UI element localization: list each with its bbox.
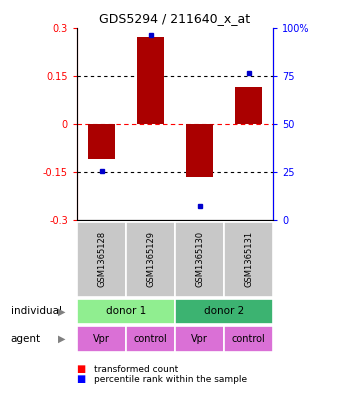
- Text: ■: ■: [76, 374, 85, 384]
- Text: percentile rank within the sample: percentile rank within the sample: [94, 375, 248, 384]
- Text: donor 1: donor 1: [106, 307, 146, 316]
- Bar: [137, 37, 164, 124]
- Text: GSM1365129: GSM1365129: [146, 231, 155, 287]
- Text: control: control: [232, 334, 265, 344]
- Text: individual: individual: [10, 307, 62, 316]
- Bar: [88, 124, 115, 159]
- Text: ▶: ▶: [57, 307, 65, 316]
- Title: GDS5294 / 211640_x_at: GDS5294 / 211640_x_at: [99, 12, 251, 25]
- Bar: [235, 87, 262, 124]
- Bar: [186, 124, 213, 177]
- Text: donor 2: donor 2: [204, 307, 244, 316]
- Text: GSM1365128: GSM1365128: [97, 231, 106, 287]
- Text: Vpr: Vpr: [93, 334, 110, 344]
- Text: control: control: [134, 334, 167, 344]
- Text: agent: agent: [10, 334, 41, 344]
- Text: Vpr: Vpr: [191, 334, 208, 344]
- Text: transformed count: transformed count: [94, 365, 179, 374]
- Text: ■: ■: [76, 364, 85, 375]
- Text: ▶: ▶: [57, 334, 65, 344]
- Text: GSM1365130: GSM1365130: [195, 231, 204, 287]
- Text: GSM1365131: GSM1365131: [244, 231, 253, 287]
